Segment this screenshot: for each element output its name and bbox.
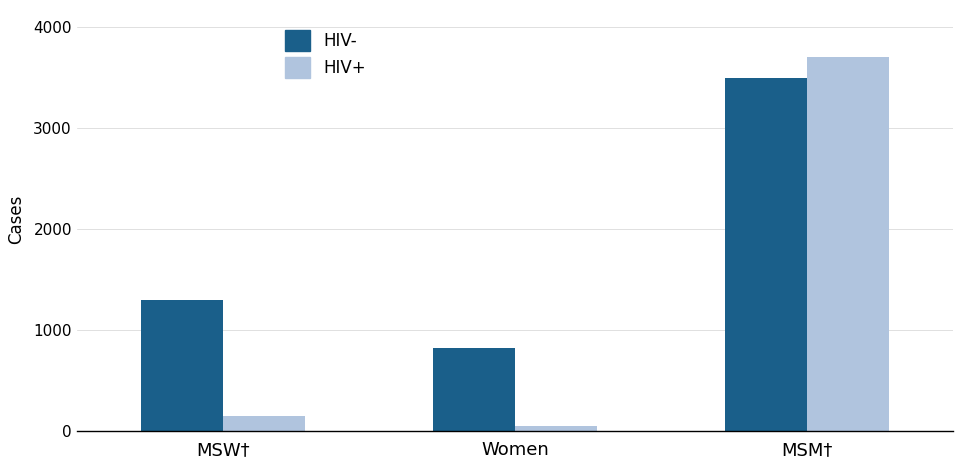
Bar <box>725 78 807 432</box>
Bar <box>141 300 223 432</box>
Bar <box>515 426 597 432</box>
Bar <box>433 349 515 432</box>
Y-axis label: Cases: Cases <box>7 194 25 244</box>
Bar <box>807 57 889 432</box>
Legend: HIV-, HIV+: HIV-, HIV+ <box>277 24 372 84</box>
Bar <box>223 416 304 432</box>
